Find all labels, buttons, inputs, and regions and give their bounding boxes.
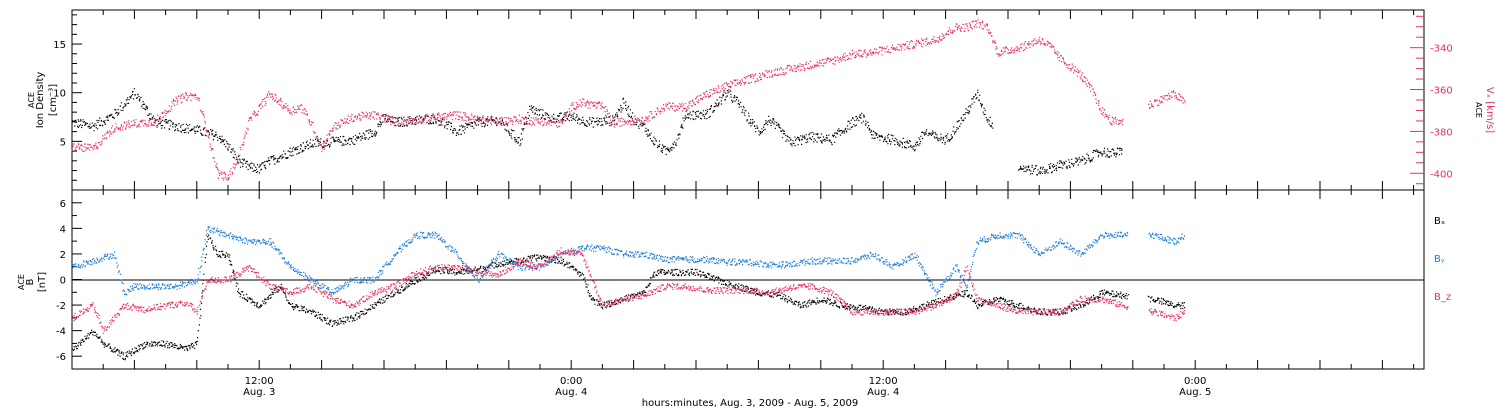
y-tick-label: -340 xyxy=(1430,44,1453,55)
y-tick-label: -380 xyxy=(1430,127,1453,138)
x-axis-title: hours:minutes, Aug. 3, 2009 - Aug. 5, 20… xyxy=(642,398,858,409)
x-tick-time-label: 0:00 xyxy=(560,376,582,387)
bottom-y-label-line1: ACE xyxy=(17,274,26,290)
x-tick-time-label: 12:00 xyxy=(245,376,274,387)
top-right-y-ticks: -340 -360 -380 -400 xyxy=(1410,15,1453,185)
top-right-y-label-line1: ACE xyxy=(1474,102,1483,118)
top-left-y-label: ACE Ion Density [cm⁻³] xyxy=(27,72,59,129)
series-points-Bₓ xyxy=(71,234,1186,361)
top-left-y-label-line2: Ion Density xyxy=(35,72,46,129)
x-tick-date-label: Aug. 4 xyxy=(867,387,899,398)
bottom-y-label-line3: [nT] xyxy=(37,272,48,292)
y-tick-label: -2 xyxy=(56,301,66,312)
y-tick-label: 6 xyxy=(60,199,66,210)
legend-bx: Bₓ xyxy=(1434,216,1445,227)
bottom-left-y-ticks: 6 4 2 0 -2 -4 -6 xyxy=(56,189,82,370)
bottom-y-label-line2: B xyxy=(25,278,36,285)
top-left-y-label-line3: [cm⁻³] xyxy=(48,84,59,116)
x-tick-date-label: Aug. 5 xyxy=(1179,387,1211,398)
legend-bz: B_z xyxy=(1434,292,1451,303)
y-tick-label: 15 xyxy=(53,40,66,51)
y-tick-label: -400 xyxy=(1430,169,1453,180)
bottom-panel-series xyxy=(71,226,1186,361)
y-tick-label: -4 xyxy=(56,327,66,338)
y-tick-label: -360 xyxy=(1430,86,1453,97)
top-right-y-label: ACE Vₓ [km/s] xyxy=(1474,87,1495,133)
x-tick-time-label: 12:00 xyxy=(869,376,898,387)
series-points-Bᵧ xyxy=(72,226,1186,297)
series-points-left xyxy=(71,88,1123,176)
top-left-y-label-line1: ACE xyxy=(27,92,36,108)
y-tick-label: -6 xyxy=(56,352,66,363)
y-tick-label: 2 xyxy=(60,250,66,261)
y-tick-label: 10 xyxy=(53,89,66,100)
y-tick-label: 0 xyxy=(60,276,66,287)
bottom-left-y-label: ACE B [nT] xyxy=(17,272,48,292)
x-tick-date-label: Aug. 3 xyxy=(243,387,275,398)
x-tick-time-label: 0:00 xyxy=(1184,376,1206,387)
top-right-y-label-line2: Vₓ [km/s] xyxy=(1484,87,1495,133)
top-left-y-ticks: 5 10 15 xyxy=(53,14,82,181)
y-tick-label: 5 xyxy=(60,137,66,148)
series-points-B_z xyxy=(71,247,1186,334)
top-panel-series xyxy=(71,19,1186,181)
y-tick-label: 4 xyxy=(60,224,66,235)
legend-by: Bᵧ xyxy=(1434,254,1445,265)
x-tick-date-label: Aug. 4 xyxy=(555,387,587,398)
